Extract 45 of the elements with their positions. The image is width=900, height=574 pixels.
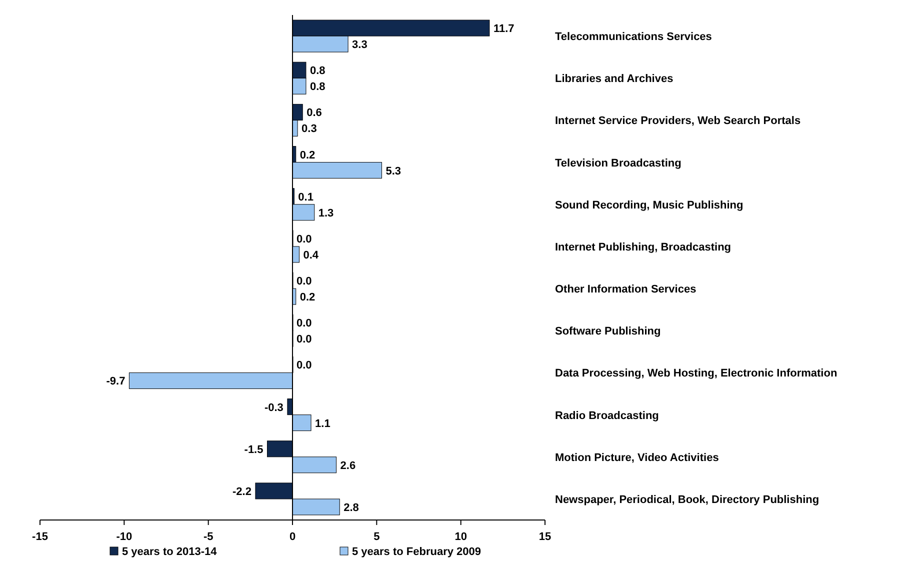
data-label: 0.8 [310,81,326,94]
data-label: 0.0 [296,334,312,346]
data-label: -1.5 [244,444,264,456]
legend-label: 5 years to 2013-14 [122,546,218,558]
y-tick-label: Motion Picture, Video Activities [555,452,719,464]
y-tick-label: Radio Broadcasting [555,410,659,422]
x-tick-label: 15 [538,531,552,543]
data-label: 0.4 [303,249,320,262]
data-label: 0.0 [296,318,312,330]
x-tick-label: 0 [289,531,296,543]
y-tick-label: Sound Recording, Music Publishing [555,199,744,212]
y-tick-label: Data Processing, Web Hosting, Electronic Information [555,368,838,380]
data-label: 0.0 [296,360,312,372]
data-label: 11.7 [493,23,514,36]
data-label: 1.1 [315,418,330,430]
x-tick-label: -5 [203,531,214,543]
data-label: 0.0 [296,233,312,246]
data-label: 0.8 [310,65,326,78]
data-label: 1.3 [318,207,334,220]
data-label: 0.1 [298,191,314,204]
data-label: 0.3 [302,123,317,136]
data-label: -9.7 [106,376,126,388]
data-label: 5.3 [386,165,402,178]
x-tick-label: -10 [116,531,132,543]
y-tick-label: Software Publishing [555,326,661,338]
data-label: 2.8 [344,502,359,514]
y-tick-label: Newspaper, Periodical, Book, Directory Publishing [555,494,820,506]
y-tick-label: Other Information Services [555,284,696,296]
legend-label: 5 years to February 2009 [352,546,482,558]
data-label: 2.6 [340,460,356,472]
y-tick-label: Television Broadcasting [555,157,682,170]
data-label: 0.2 [300,149,316,162]
x-tick-label: 5 [374,531,380,543]
y-tick-label: Telecommunications Services [555,31,712,44]
y-tick-label: Libraries and Archives [555,73,674,86]
data-label: 0.6 [306,107,322,120]
data-label: 3.3 [352,39,368,52]
data-label: 0.2 [300,292,316,304]
y-tick-label: Internet Service Providers, Web Search Portals [555,115,801,128]
data-label: -2.2 [232,486,252,498]
x-tick-label: -15 [32,531,48,543]
data-label: 0.0 [296,276,312,288]
x-tick-label: 10 [454,531,467,543]
y-tick-label: Internet Publishing, Broadcasting [555,241,732,254]
data-label: -0.3 [264,402,284,414]
